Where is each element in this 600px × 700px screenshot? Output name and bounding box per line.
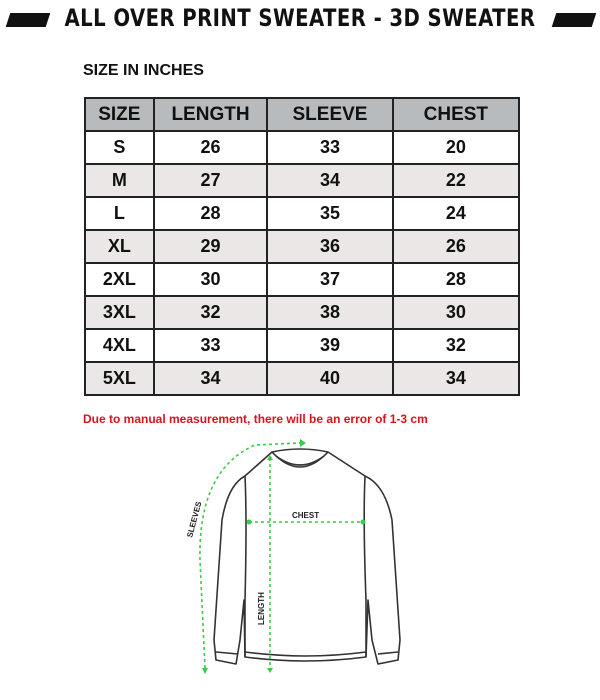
measurement-note: Due to manual measurement, there will be…	[83, 412, 428, 426]
table-row: 5XL 34 40 34	[84, 361, 521, 396]
table-row: L 28 35 24	[84, 196, 521, 231]
table-cell: 30	[152, 262, 269, 297]
sweater-body-outline	[213, 448, 401, 665]
table-cell: 30	[391, 295, 521, 330]
size-unit-heading: SIZE IN INCHES	[83, 62, 204, 79]
table-cell: 20	[391, 130, 521, 165]
table-cell: 5XL	[84, 361, 155, 396]
table-cell: 32	[391, 328, 521, 363]
table-cell: 34	[152, 361, 269, 396]
chest-label: CHEST	[292, 511, 319, 520]
size-chart-table: SIZE LENGTH SLEEVE CHEST S 26 33 20 M 27 34 22 L…	[84, 97, 521, 396]
table-cell: 26	[152, 130, 269, 165]
table-cell: 4XL	[84, 328, 155, 363]
table-cell: 29	[152, 229, 269, 264]
table-cell: M	[84, 163, 155, 198]
table-row: 4XL 33 39 32	[84, 328, 521, 363]
page-title: ALL OVER PRINT SWEATER - 3D SWEATER	[64, 4, 536, 32]
table-cell: XL	[84, 229, 155, 264]
table-cell: 39	[266, 328, 394, 363]
table-cell: 22	[391, 163, 521, 198]
table-row: XL 29 36 26	[84, 229, 521, 264]
sweater-collar	[275, 455, 325, 466]
column-header: LENGTH	[152, 97, 269, 132]
table-cell: 26	[391, 229, 521, 264]
table-cell: 36	[266, 229, 394, 264]
table-cell: S	[84, 130, 155, 165]
table-cell: 34	[266, 163, 394, 198]
table-cell: 33	[266, 130, 394, 165]
sleeves-label: SLEEVES	[185, 500, 203, 539]
table-cell: 27	[152, 163, 269, 198]
table-cell: 28	[152, 196, 269, 231]
table-row: 3XL 32 38 30	[84, 295, 521, 330]
column-header: SLEEVE	[266, 97, 394, 132]
table-cell: 38	[266, 295, 394, 330]
table-cell: 32	[152, 295, 269, 330]
table-row: 2XL 30 37 28	[84, 262, 521, 297]
length-label: LENGTH	[257, 592, 266, 625]
column-header: CHEST	[391, 97, 521, 132]
column-header: SIZE	[84, 97, 155, 132]
table-cell: 40	[266, 361, 394, 396]
table-cell: 35	[266, 196, 394, 231]
table-row: M 27 34 22	[84, 163, 521, 198]
table-row: S 26 33 20	[84, 130, 521, 165]
table-cell: L	[84, 196, 155, 231]
table-cell: 34	[391, 361, 521, 396]
table-cell: 3XL	[84, 295, 155, 330]
table-cell: 33	[152, 328, 269, 363]
table-cell: 24	[391, 196, 521, 231]
table-cell: 37	[266, 262, 394, 297]
table-cell: 28	[391, 262, 521, 297]
sleeve-measure-line	[199, 442, 301, 669]
table-header-row: SIZE LENGTH SLEEVE CHEST	[84, 97, 521, 132]
table-cell: 2XL	[84, 262, 155, 297]
